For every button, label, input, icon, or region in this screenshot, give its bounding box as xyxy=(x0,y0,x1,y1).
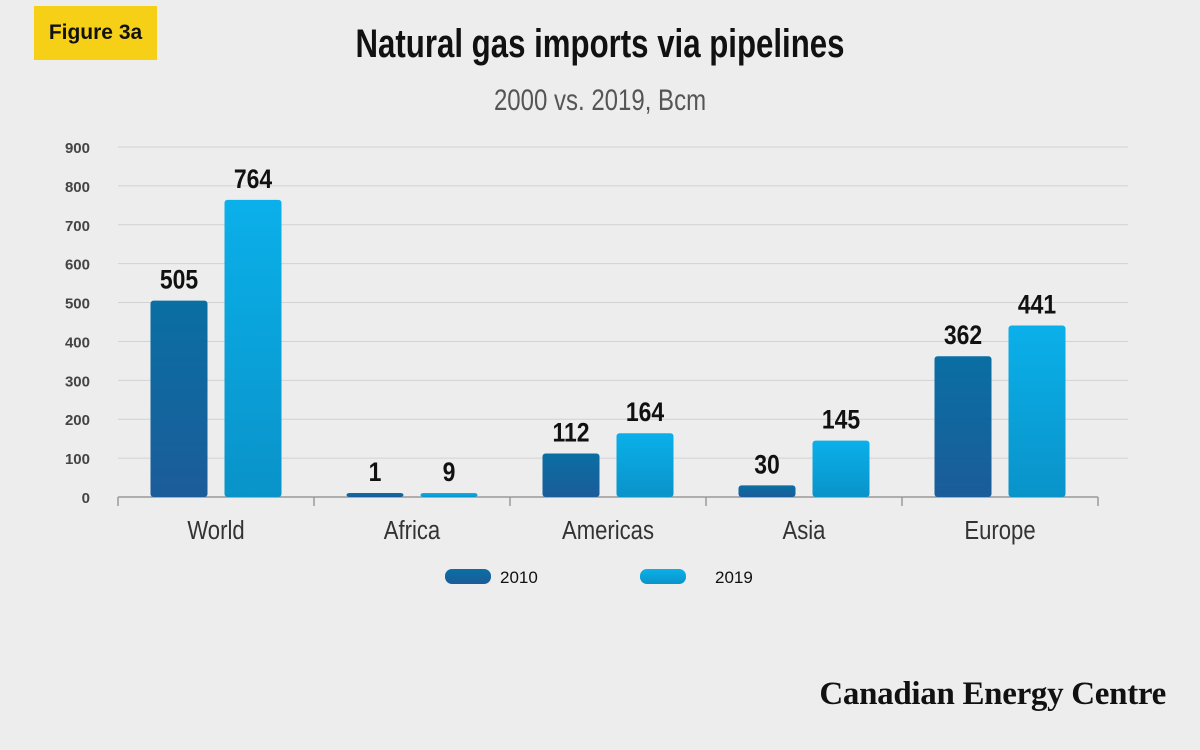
data-label: 441 xyxy=(1018,290,1056,320)
bar-europe-2019 xyxy=(1008,325,1066,497)
bar-world-2019 xyxy=(224,199,282,497)
bar-africa-2010 xyxy=(346,493,404,497)
data-label: 30 xyxy=(754,450,780,480)
bar-americas-2010 xyxy=(542,453,600,497)
legend-label-2010: 2010 xyxy=(500,568,538,587)
bar-europe-2010 xyxy=(934,356,992,497)
data-label: 164 xyxy=(626,398,664,428)
y-tick-label: 600 xyxy=(65,257,90,274)
bar-asia-2010 xyxy=(738,485,796,497)
y-tick-label: 0 xyxy=(82,490,90,507)
bar-americas-2019 xyxy=(616,433,674,497)
legend-label-2019: 2019 xyxy=(715,568,753,587)
x-tick-label: Europe xyxy=(964,516,1035,545)
y-tick-label: 100 xyxy=(65,451,90,468)
x-tick-label: World xyxy=(187,516,244,545)
chart-title: Natural gas imports via pipelines xyxy=(355,22,845,66)
x-tick-label: Americas xyxy=(562,516,654,545)
y-tick-label: 400 xyxy=(65,334,90,351)
data-label: 112 xyxy=(552,418,589,448)
bar-asia-2019 xyxy=(812,440,870,497)
brand-logo: Canadian Energy Centre xyxy=(819,676,1166,712)
y-tick-label: 700 xyxy=(65,218,90,235)
data-label: 362 xyxy=(944,321,982,351)
y-tick-label: 200 xyxy=(65,412,90,429)
data-label: 9 xyxy=(443,457,456,487)
legend-swatch-2010 xyxy=(445,569,491,584)
legend-swatch-2019 xyxy=(640,569,686,584)
y-tick-label: 500 xyxy=(65,296,90,313)
y-tick-label: 800 xyxy=(65,179,90,196)
bar-world-2010 xyxy=(150,300,208,497)
data-label: 505 xyxy=(160,265,198,295)
x-tick-label: Asia xyxy=(783,516,826,545)
y-tick-label: 300 xyxy=(65,373,90,390)
figure-badge: Figure 3a xyxy=(34,6,157,60)
x-tick-label: Africa xyxy=(384,516,441,545)
data-label: 1 xyxy=(369,457,382,487)
data-label: 145 xyxy=(822,405,860,435)
bar-africa-2019 xyxy=(420,493,478,497)
y-tick-label: 900 xyxy=(65,140,90,157)
chart-subtitle: 2000 vs. 2019, Bcm xyxy=(493,84,707,117)
data-label: 764 xyxy=(234,164,272,194)
